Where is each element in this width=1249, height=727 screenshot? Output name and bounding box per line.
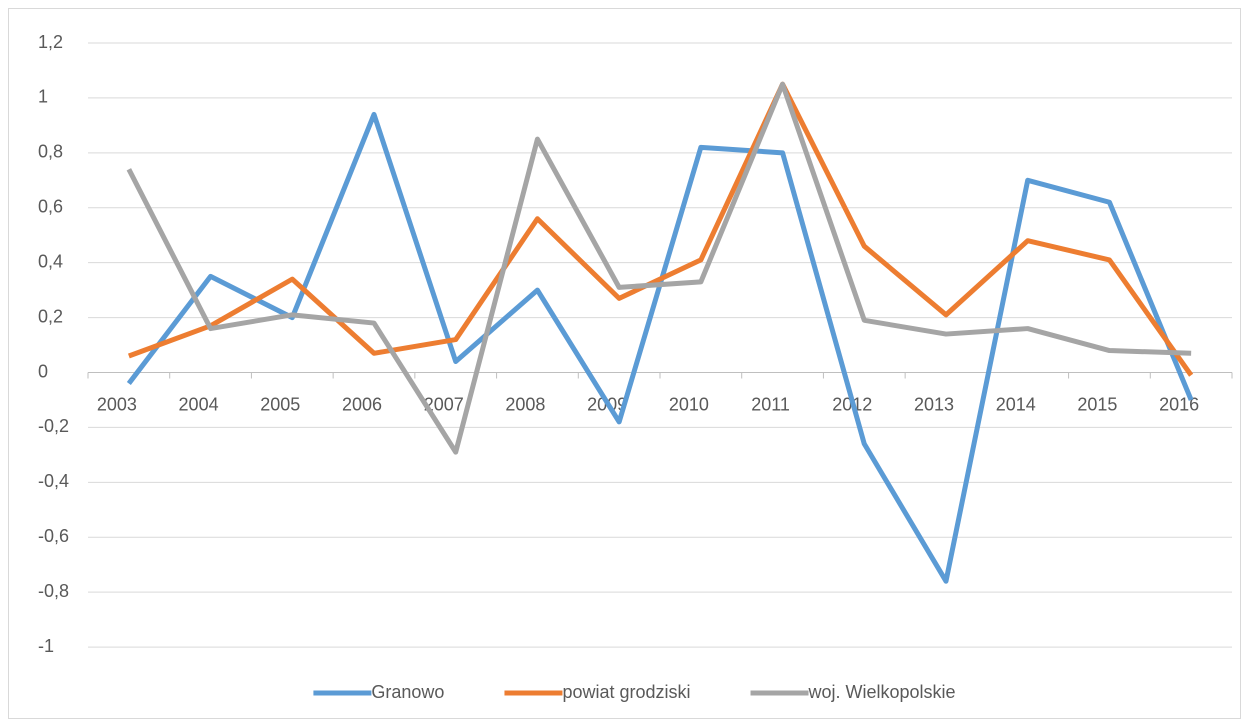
y-tick-label: -1 (38, 636, 54, 656)
x-tick-label: 2013 (914, 394, 954, 414)
x-tick-label: 2006 (342, 394, 382, 414)
y-tick-label: 0,6 (38, 197, 63, 217)
legend-label: powiat grodziski (562, 682, 690, 702)
x-tick-label: 2010 (669, 394, 709, 414)
x-tick-label: 2004 (179, 394, 219, 414)
x-tick-label: 2011 (751, 394, 790, 414)
y-tick-label: 0,2 (38, 306, 63, 326)
x-tick-label: 2014 (996, 394, 1036, 414)
y-tick-label: 0,4 (38, 251, 63, 271)
x-tick-label: 2015 (1077, 394, 1117, 414)
y-tick-label: -0,4 (38, 471, 69, 491)
y-tick-label: 1 (38, 87, 48, 107)
legend-label: woj. Wielkopolskie (808, 682, 956, 702)
series-line (127, 81, 1194, 377)
y-tick-label: 0 (38, 361, 48, 381)
y-tick-label: -0,6 (38, 526, 69, 546)
y-tick-label: -0,8 (38, 581, 69, 601)
legend-label: Granowo (371, 682, 444, 702)
y-tick-label: 1,2 (38, 32, 63, 52)
x-tick-label: 2003 (97, 394, 137, 414)
x-tick-label: 2016 (1159, 394, 1199, 414)
x-tick-label: 2008 (505, 394, 545, 414)
series-line (126, 81, 1192, 455)
x-tick-label: 2005 (260, 394, 300, 414)
y-tick-label: 0,8 (38, 142, 63, 162)
chart-frame (8, 8, 1241, 719)
x-tick-label: 2007 (424, 394, 464, 414)
y-tick-label: -0,2 (38, 416, 69, 436)
